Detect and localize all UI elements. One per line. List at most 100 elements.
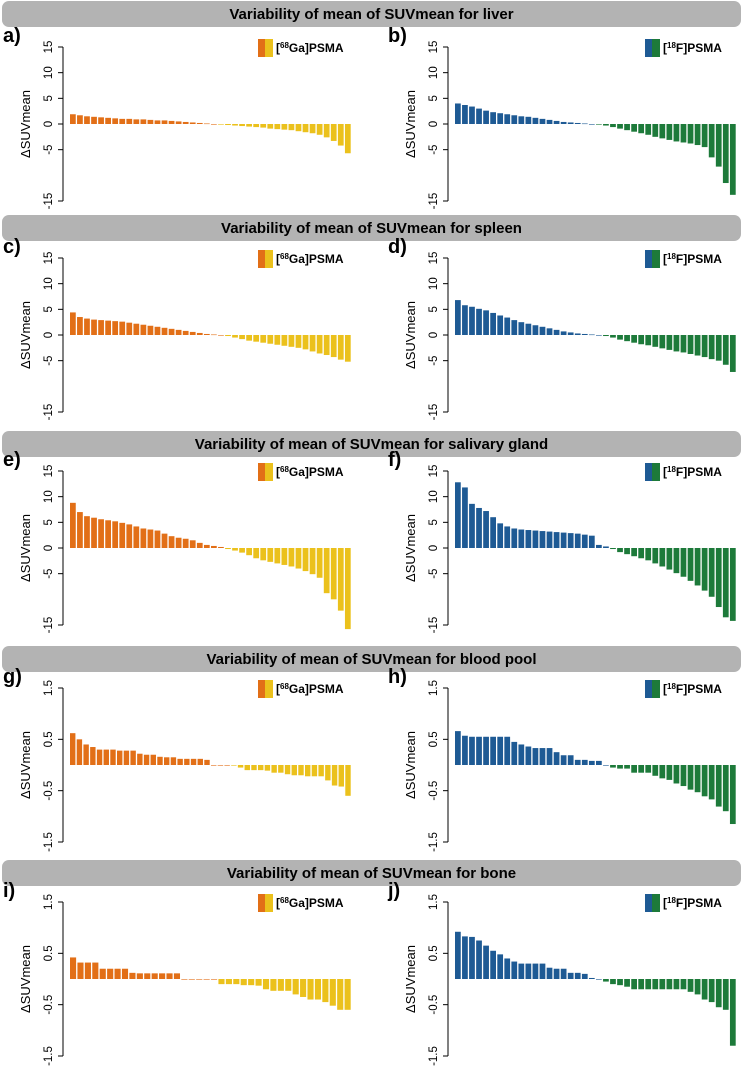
bar [322,979,329,1003]
bar [652,548,659,564]
legend-bracket: [ [663,41,667,55]
bar [211,124,217,125]
bar [673,548,680,574]
bar [603,335,609,337]
bar [90,747,96,765]
bar [701,979,708,1000]
y-tick-label: 0 [43,545,55,551]
bar [161,120,168,124]
bar [231,765,237,766]
legend-tracer-name: F]PSMA [676,682,722,696]
bar [330,548,337,600]
bar [525,746,532,765]
panel-letter: i) [3,880,15,902]
bar [225,335,231,337]
y-tick-label: -15 [428,617,440,634]
bar [126,524,133,548]
legend-swatch-negative [652,463,660,481]
bar [476,736,482,765]
bar [147,325,154,335]
bar [490,112,496,124]
legend-swatch-negative [652,680,660,698]
bar [188,979,195,980]
bar [638,548,645,559]
y-axis-title: ΔSUVmean [403,90,418,158]
bar [610,765,616,768]
bar [504,736,511,765]
chart-panel-e: e) -15 -5 0 5 10 15 ΔSUVmean [68Ga]PSMA [3,449,351,633]
bar [497,954,504,979]
bar [277,979,284,991]
bar [204,759,210,765]
chart-panel-i: i) -1.5 -0.5 0.5 1.5 ΔSUVmean [68Ga]PSMA [3,880,351,1066]
bar [323,548,330,594]
y-axis-title: ΔSUVmean [18,945,33,1013]
bar [157,756,163,765]
legend-tracer-name: F]PSMA [676,896,722,910]
chart-panel-g: g) -1.5 -0.5 0.5 1.5 ΔSUVmean [68Ga]PSMA [3,666,351,852]
chart-panel-f: f) -15 -5 0 5 10 15 ΔSUVmean [18F]PSMA [388,449,736,633]
bar [603,765,609,766]
bar [567,122,574,124]
bar [217,765,224,766]
bar [567,755,574,765]
bar [168,536,175,548]
bar [218,335,224,336]
bar [659,335,666,349]
bar [729,335,736,372]
bar [497,523,504,548]
bar [218,979,225,985]
legend-label: [18F]PSMA [663,252,722,266]
y-tick-label: 1.5 [43,894,55,910]
bar [77,962,84,979]
bar [708,548,715,597]
y-tick-label: 0 [43,121,55,127]
section-header-spleen: Variability of mean of SUVmean for splee… [2,215,741,241]
bar [483,736,489,765]
bar [588,977,595,979]
legend-swatch-negative [265,39,273,57]
panel-letter: b) [388,25,407,47]
bar [274,124,281,130]
bar [525,530,532,548]
bar [129,972,136,979]
bar [316,335,323,354]
bar [344,548,351,630]
bar [546,748,553,765]
bar [666,979,673,990]
y-tick-label: -1.5 [428,1046,440,1066]
bar [708,765,715,800]
bar [267,548,274,562]
bar [546,119,553,124]
legend-swatch-positive [645,250,652,268]
bar [203,123,210,125]
bar [455,103,461,124]
legend-bracket: [ [663,252,667,266]
bar [560,532,567,548]
panel-letter: c) [3,236,21,258]
legend-tracer-name: F]PSMA [676,41,722,55]
bar [617,979,623,986]
bar [715,765,722,807]
bar [659,124,666,139]
bar [659,979,666,990]
bar [84,962,91,979]
bar [239,335,245,340]
bar [84,516,90,548]
legend-bracket: [ [276,682,280,696]
y-tick-label: -0.5 [428,995,440,1015]
bar [701,335,708,358]
bar [490,950,496,979]
bar [140,119,147,124]
bar [610,124,616,128]
bar [638,335,645,345]
bar [638,979,645,990]
bar [189,122,196,124]
bar [98,117,104,124]
legend-label: [68Ga]PSMA [276,682,344,696]
bar [246,548,252,556]
bar [107,968,114,979]
bar [581,534,588,548]
bar [546,328,553,335]
bar [105,320,111,335]
